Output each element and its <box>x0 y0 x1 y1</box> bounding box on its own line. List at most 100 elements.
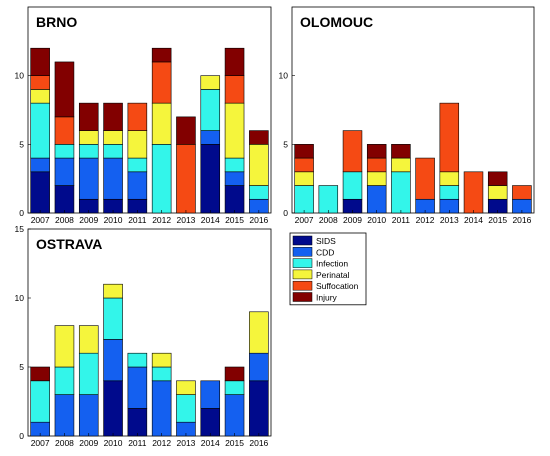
bar-segment <box>127 352 148 368</box>
panel-title: OSTRAVA <box>36 236 102 252</box>
bar-segment <box>249 352 269 382</box>
x-tick-label: 2009 <box>79 215 98 225</box>
x-tick-label: 2008 <box>319 215 338 225</box>
bar-segment <box>30 75 50 90</box>
bar-segment <box>224 394 245 437</box>
bar-segment <box>224 157 245 173</box>
x-tick-label: 2014 <box>201 215 220 225</box>
bar-segment <box>249 185 269 200</box>
bar-segment <box>30 366 50 382</box>
legend-swatch <box>292 235 313 246</box>
bar-segment <box>294 144 314 159</box>
bar-segment <box>54 116 75 145</box>
bar-segment <box>78 157 99 200</box>
x-tick-label: 2007 <box>31 438 50 448</box>
y-tick-label: 15 <box>15 224 25 234</box>
bar-segment <box>151 102 172 145</box>
x-tick-label: 2008 <box>55 438 74 448</box>
bar-segment <box>294 171 314 186</box>
bar-segment <box>224 47 245 76</box>
x-tick-label: 2013 <box>440 215 459 225</box>
bar-segment <box>366 185 387 214</box>
legend-label: SIDS <box>316 236 336 246</box>
bar-segment <box>30 171 50 214</box>
bar-segment <box>54 61 75 118</box>
bar-segment <box>318 185 339 214</box>
x-tick-label: 2013 <box>176 438 195 448</box>
y-tick-label: 5 <box>283 139 288 149</box>
bar-segment <box>200 144 221 214</box>
x-tick-label: 2014 <box>201 438 220 448</box>
bar-segment <box>103 144 123 159</box>
bar-segment <box>54 325 75 368</box>
panel-olomouc: OLOMOUC 2007 2008 2009 2010 2011 2012 2013 2014 2… <box>279 6 535 225</box>
bar-segment <box>103 380 123 437</box>
bar-segment <box>151 61 172 104</box>
bar-segment <box>54 157 75 186</box>
bar-segment <box>439 185 460 200</box>
bar-segment <box>103 130 123 145</box>
bar-segment <box>200 130 221 145</box>
bar-segment <box>224 75 245 104</box>
x-tick-label: 2016 <box>249 215 268 225</box>
bar-segment <box>200 75 221 90</box>
x-tick-label: 2015 <box>488 215 507 225</box>
y-tick-label: 0 <box>19 208 24 218</box>
bar-segment <box>249 144 269 186</box>
bar-segment <box>224 366 245 382</box>
bar-segment <box>342 130 363 173</box>
bar-segment <box>127 408 148 437</box>
x-tick-label: 2010 <box>104 438 123 448</box>
y-tick-label: 0 <box>283 208 288 218</box>
x-tick-label: 2013 <box>176 215 195 225</box>
bar-segment <box>487 171 508 186</box>
y-tick-label: 0 <box>19 431 24 441</box>
bar-segment <box>127 157 148 173</box>
x-tick-label: 2007 <box>295 215 314 225</box>
bar-segment <box>200 89 221 131</box>
bar-segment <box>200 380 221 409</box>
x-tick-label: 2012 <box>152 215 171 225</box>
x-tick-label: 2012 <box>416 215 435 225</box>
bar-segment <box>176 116 196 145</box>
bar-segment <box>512 185 532 200</box>
panel-brno: BRNO 2007 2008 2009 2010 2011 2012 2013 2014 2015… <box>15 6 272 225</box>
bar-segment <box>366 171 387 186</box>
bar-segment <box>127 102 148 131</box>
legend-swatch <box>292 269 313 280</box>
bar-segment <box>54 144 75 159</box>
bar-segment <box>151 366 172 382</box>
x-tick-label: 2016 <box>512 215 531 225</box>
bar-segment <box>294 185 314 214</box>
x-tick-label: 2011 <box>128 438 147 448</box>
bar-segment <box>200 408 221 437</box>
bar-segment <box>439 171 460 186</box>
panel-ostrava: OSTRAVA 2007 2008 2009 2010 2011 2012 2013 2014 2… <box>15 224 272 448</box>
x-tick-label: 2010 <box>367 215 386 225</box>
bar-segment <box>391 157 411 173</box>
bar-segment <box>127 171 148 200</box>
bar-segment <box>224 102 245 159</box>
bar-segment <box>294 157 314 173</box>
bar-segment <box>151 144 172 214</box>
x-tick-label: 2015 <box>225 438 244 448</box>
bar-segment <box>30 89 50 104</box>
x-tick-label: 2010 <box>104 215 123 225</box>
legend-swatch <box>292 258 313 268</box>
bar-segment <box>249 311 269 354</box>
bar-segment <box>224 185 245 214</box>
bar-segment <box>127 366 148 409</box>
bar-segment <box>54 185 75 214</box>
bar-segment <box>151 47 172 63</box>
panel-title: OLOMOUC <box>300 14 373 30</box>
bar-segment <box>78 325 99 354</box>
bar-segment <box>391 144 411 159</box>
legend-swatch <box>292 280 313 291</box>
bar-segment <box>391 171 411 214</box>
y-tick-label: 10 <box>15 71 25 81</box>
bar-segment <box>127 130 148 159</box>
bar-segment <box>54 394 75 437</box>
bar-segment <box>103 102 123 131</box>
